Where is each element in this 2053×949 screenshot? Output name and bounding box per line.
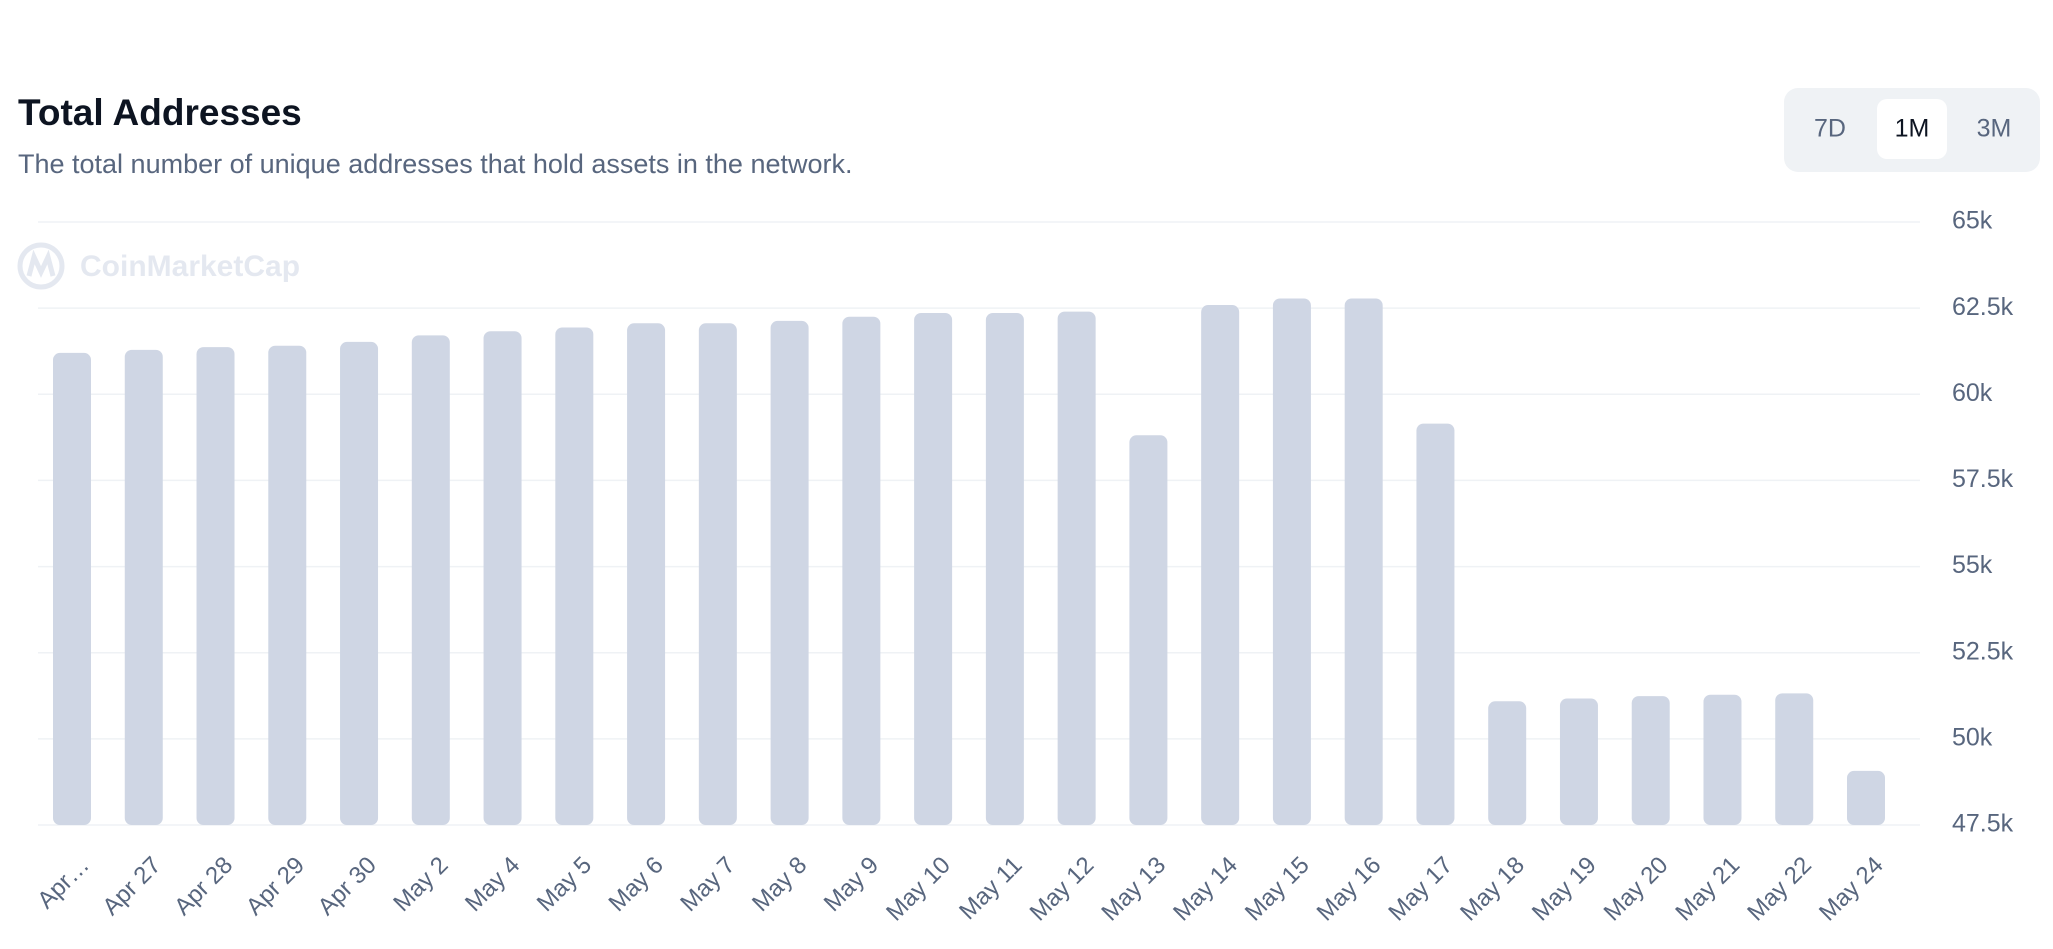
bar [842, 316, 881, 825]
bar [1631, 696, 1670, 825]
bar [914, 312, 953, 825]
range-button-active [1877, 99, 1947, 159]
x-tick-label: Apr 29 [241, 852, 310, 921]
bar [985, 312, 1024, 825]
x-tick-label: Apr 30 [313, 852, 382, 921]
bar [555, 327, 594, 825]
x-tick-label: May 17 [1383, 852, 1458, 927]
x-tick-label: May 18 [1455, 852, 1530, 927]
bar [1129, 435, 1168, 825]
watermark-text: CoinMarketCap [80, 250, 300, 283]
watermark: CoinMarketCap [17, 242, 300, 290]
chart-title: Total Addresses [18, 92, 302, 133]
watermark-logo [17, 242, 65, 290]
x-tick-label: May 12 [1025, 852, 1100, 927]
range-button[interactable]: 3M [1977, 115, 2012, 143]
x-tick-label: May 9 [819, 852, 884, 917]
x-tick-label: May 19 [1527, 852, 1602, 927]
y-tick-label: 57.5k [1952, 465, 2014, 493]
bar [627, 323, 666, 825]
x-tick-label: May 4 [460, 852, 525, 917]
x-tick-label: May 2 [388, 852, 453, 917]
bar [770, 320, 809, 825]
y-tick-label: 60k [1952, 379, 1993, 407]
x-tick-label: May 10 [881, 852, 956, 927]
bar [340, 341, 379, 825]
x-tick-label: May 11 [954, 852, 1027, 925]
bar [1057, 311, 1096, 825]
x-tick-label: May 8 [747, 852, 812, 917]
x-tick-label: May 15 [1240, 852, 1315, 927]
x-tick-label: May 16 [1312, 852, 1387, 927]
chart-subtitle: The total number of unique addresses tha… [18, 149, 853, 179]
x-tick-label: Apr 28 [169, 852, 238, 921]
range-button[interactable]: 7D [1814, 115, 1846, 143]
bar [483, 331, 522, 825]
x-tick-label: Apr… [32, 852, 94, 914]
bar [1847, 770, 1885, 825]
x-tick-label: May 22 [1742, 852, 1817, 927]
y-tick-label: 65k [1952, 207, 1993, 235]
watermark-logo-mark [26, 249, 56, 278]
bar [124, 349, 163, 825]
bar [1416, 423, 1455, 825]
y-tick-label: 52.5k [1952, 637, 2014, 665]
bar [196, 347, 235, 825]
bar [1272, 298, 1311, 825]
x-tick-label: May 21 [1670, 852, 1745, 927]
bar [411, 335, 450, 825]
bar [1703, 694, 1742, 825]
bar [1488, 701, 1527, 825]
x-tick-label: May 24 [1814, 852, 1889, 927]
x-tick-label: May 13 [1096, 852, 1171, 927]
y-tick-label: 47.5k [1952, 810, 2014, 838]
y-tick-label: 62.5k [1952, 293, 2014, 321]
bar [53, 352, 91, 825]
range-button[interactable]: 1M [1895, 115, 1930, 143]
bar [1775, 693, 1814, 825]
x-tick-label: May 20 [1599, 852, 1674, 927]
y-tick-label: 55k [1952, 551, 1993, 579]
x-tick-label: Apr 27 [97, 852, 166, 921]
x-tick-label: May 14 [1168, 852, 1243, 927]
bar [1559, 698, 1598, 825]
bar [1344, 298, 1383, 825]
bar [1201, 305, 1240, 825]
y-tick-label: 50k [1952, 723, 1993, 751]
bar [698, 323, 737, 825]
x-tick-label: May 6 [604, 852, 669, 917]
x-tick-label: May 5 [532, 852, 597, 917]
x-tick-label: May 7 [675, 852, 740, 917]
bar [268, 345, 307, 825]
